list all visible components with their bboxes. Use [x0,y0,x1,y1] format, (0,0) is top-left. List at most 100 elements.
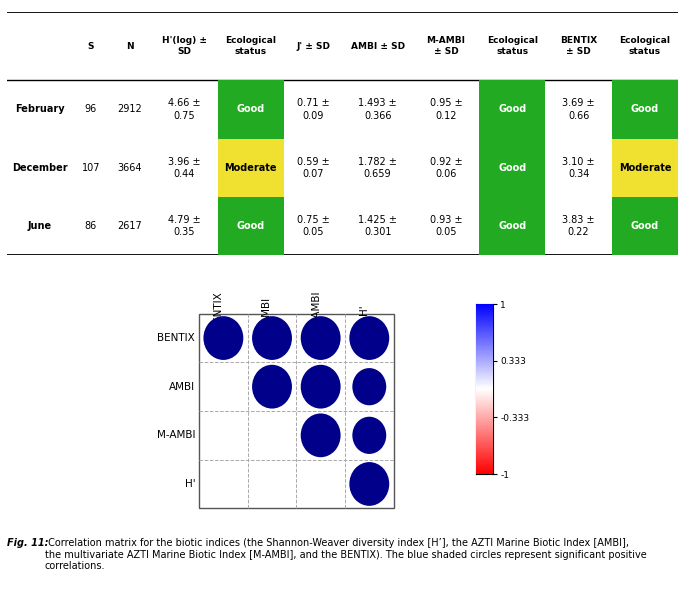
Bar [476,369,493,370]
Bar [476,452,493,454]
Bar [476,316,493,317]
Bar [476,339,493,340]
Bar [476,308,493,309]
Text: 3.83 ±
0.22: 3.83 ± 0.22 [562,215,595,237]
Bar [476,325,493,326]
Bar [476,311,493,312]
Bar [476,362,493,364]
Text: AMBI ± SD: AMBI ± SD [351,42,405,50]
Bar [476,424,493,425]
Bar [476,456,493,457]
Bar [476,319,493,320]
Bar [476,461,493,462]
Bar [476,409,493,410]
Text: June: June [28,221,52,231]
Bar [476,401,493,402]
Text: Ecological
status: Ecological status [487,36,538,57]
Bar [476,410,493,411]
Bar [476,411,493,412]
Text: 0.92 ±
0.06: 0.92 ± 0.06 [429,157,462,179]
Bar [476,305,493,306]
Bar [612,139,678,197]
Bar [476,361,493,362]
Text: 0.75 ±
0.05: 0.75 ± 0.05 [297,215,329,237]
Bar [476,326,493,328]
Text: 0.71 ±
0.09: 0.71 ± 0.09 [297,98,329,120]
Text: Good: Good [631,105,659,114]
Bar [476,320,493,322]
Bar [476,437,493,438]
Bar [476,344,493,345]
Bar [476,451,493,452]
Bar [479,80,545,139]
Bar [476,334,493,336]
Bar [476,399,493,400]
Bar [476,471,493,472]
Bar [476,318,493,319]
Bar [476,322,493,323]
Bar [476,434,493,435]
Text: February: February [15,105,65,114]
Bar [476,458,493,460]
Bar [476,336,493,337]
Text: 4.66 ±
0.75: 4.66 ± 0.75 [169,98,201,120]
Bar [476,378,493,379]
Bar [476,314,493,315]
Bar [476,346,493,347]
Bar [476,326,493,327]
Bar [476,306,493,308]
Bar [476,345,493,346]
Text: Moderate: Moderate [225,163,277,173]
Bar [476,445,493,446]
Bar [476,370,493,371]
Bar [476,394,493,395]
Bar [476,371,493,372]
Bar [476,473,493,474]
Bar [476,443,493,444]
Bar [476,403,493,404]
Text: 1.493 ±
0.366: 1.493 ± 0.366 [358,98,397,120]
Bar [476,430,493,432]
Bar [476,429,493,430]
Bar [199,314,394,508]
Ellipse shape [301,413,340,457]
Bar [476,359,493,360]
Bar [476,469,493,471]
Bar [476,379,493,380]
Bar [218,139,284,197]
Bar [476,420,493,421]
Bar [476,450,493,451]
Bar [476,337,493,338]
Bar [476,409,493,410]
Bar [476,335,493,336]
Bar [476,384,493,385]
Bar [476,426,493,427]
Bar [476,402,493,404]
Text: Ecological
status: Ecological status [619,36,671,57]
Bar [476,458,493,459]
Bar [476,382,493,383]
Bar [476,373,493,375]
Bar [476,312,493,313]
Bar [476,435,493,436]
Bar [612,80,678,139]
Bar [476,460,493,461]
Bar [476,384,493,385]
Bar [476,324,493,325]
Bar [479,139,545,197]
Bar [476,381,493,382]
Bar [476,328,493,329]
Bar [476,316,493,317]
Text: Good: Good [498,163,526,173]
Bar [476,397,493,398]
Bar [476,360,493,361]
Bar [476,330,493,331]
Bar [476,446,493,447]
Bar [476,371,493,373]
Text: 3.10 ±
0.34: 3.10 ± 0.34 [562,157,595,179]
Bar [476,466,493,468]
Bar [476,418,493,419]
Bar [476,426,493,427]
Bar [476,362,493,363]
Bar [476,463,493,464]
